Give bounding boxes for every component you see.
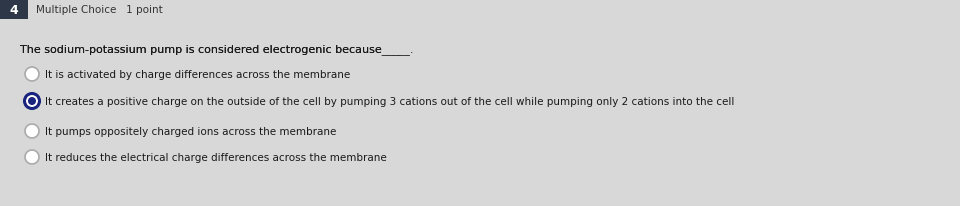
Circle shape <box>25 124 39 138</box>
Text: It reduces the electrical charge differences across the membrane: It reduces the electrical charge differe… <box>45 152 387 162</box>
Text: Multiple Choice   1 point: Multiple Choice 1 point <box>36 5 163 15</box>
Text: The sodium-potassium pump is considered electrogenic because_____.: The sodium-potassium pump is considered … <box>20 44 414 55</box>
FancyBboxPatch shape <box>0 0 28 20</box>
Text: It pumps oppositely charged ions across the membrane: It pumps oppositely charged ions across … <box>45 126 336 136</box>
Circle shape <box>25 150 39 164</box>
Text: 4: 4 <box>10 4 18 16</box>
Circle shape <box>25 94 39 109</box>
Text: It is activated by charge differences across the membrane: It is activated by charge differences ac… <box>45 70 350 80</box>
Circle shape <box>28 97 36 105</box>
Text: The sodium-potassium pump is considered electrogenic because: The sodium-potassium pump is considered … <box>20 45 385 55</box>
Text: It creates a positive charge on the outside of the cell by pumping 3 cations out: It creates a positive charge on the outs… <box>45 97 734 107</box>
Circle shape <box>25 68 39 82</box>
